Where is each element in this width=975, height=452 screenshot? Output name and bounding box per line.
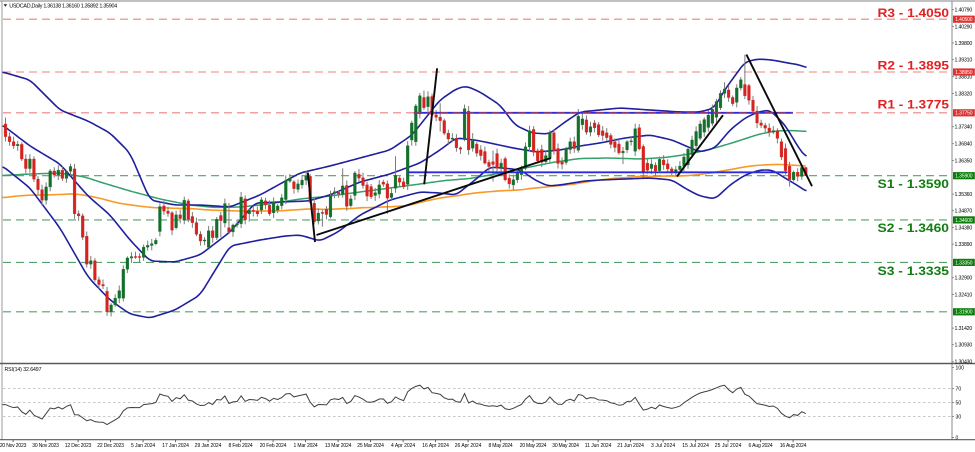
svg-text:R2 - 1.3895: R2 - 1.3895	[878, 61, 950, 73]
svg-text:50: 50	[956, 401, 962, 407]
svg-text:1.40290: 1.40290	[955, 24, 973, 30]
svg-text:5 Jan 2024: 5 Jan 2024	[131, 443, 155, 449]
svg-text:1.36350: 1.36350	[955, 158, 973, 164]
svg-text:R3 - 1.4050: R3 - 1.4050	[878, 8, 950, 20]
svg-text:20 May 2024: 20 May 2024	[520, 443, 547, 449]
svg-text:S2 - 1.3460: S2 - 1.3460	[878, 223, 950, 235]
svg-text:1 Mar 2024: 1 Mar 2024	[294, 443, 318, 449]
svg-text:RSI(14) 32.6497: RSI(14) 32.6497	[5, 367, 42, 373]
svg-text:17 Jan 2024: 17 Jan 2024	[162, 443, 189, 449]
svg-text:1.38950: 1.38950	[955, 70, 973, 76]
svg-text:1.31420: 1.31420	[955, 326, 973, 332]
svg-text:R1 - 1.3775: R1 - 1.3775	[878, 100, 950, 112]
svg-text:1.33890: 1.33890	[955, 242, 973, 248]
svg-text:20 Nov 2023: 20 Nov 2023	[0, 443, 27, 449]
svg-text:15 Jul 2024: 15 Jul 2024	[682, 443, 709, 449]
svg-text:8 Feb 2024: 8 Feb 2024	[229, 443, 253, 449]
svg-text:1.39800: 1.39800	[955, 41, 973, 47]
svg-text:1.40790: 1.40790	[955, 7, 973, 13]
svg-text:1.34870: 1.34870	[955, 209, 973, 215]
svg-text:4 Apr 2024: 4 Apr 2024	[391, 443, 415, 449]
svg-text:26 Apr 2024: 26 Apr 2024	[455, 443, 482, 449]
svg-text:1.32900: 1.32900	[955, 276, 973, 282]
svg-text:1.34600: 1.34600	[955, 218, 973, 224]
svg-text:20 Feb 2024: 20 Feb 2024	[260, 443, 287, 449]
svg-text:1.37750: 1.37750	[955, 111, 973, 117]
svg-text:1.38810: 1.38810	[955, 75, 973, 81]
svg-text:1.30430: 1.30430	[955, 360, 973, 366]
svg-text:25 Jul 2024: 25 Jul 2024	[715, 443, 742, 449]
svg-text:30 May 2024: 30 May 2024	[552, 443, 579, 449]
svg-text:0: 0	[956, 436, 959, 442]
svg-text:S1 - 1.3590: S1 - 1.3590	[878, 179, 950, 191]
svg-text:3 Jul 2024: 3 Jul 2024	[651, 443, 675, 449]
svg-text:70: 70	[956, 387, 962, 393]
svg-text:30 Nov 2023: 30 Nov 2023	[32, 443, 59, 449]
svg-text:16 Aug 2024: 16 Aug 2024	[780, 443, 807, 449]
svg-text:1.32410: 1.32410	[955, 292, 973, 298]
svg-text:1.34380: 1.34380	[955, 225, 973, 231]
svg-text:1.30930: 1.30930	[955, 343, 973, 349]
svg-text:1.33350: 1.33350	[955, 260, 973, 266]
svg-text:11 Jun 2024: 11 Jun 2024	[585, 443, 612, 449]
svg-text:8 May 2024: 8 May 2024	[489, 443, 513, 449]
svg-text:1.35900: 1.35900	[955, 174, 973, 180]
svg-text:13 Mar 2024: 13 Mar 2024	[325, 443, 352, 449]
svg-text:16 Apr 2024: 16 Apr 2024	[422, 443, 449, 449]
svg-text:30: 30	[956, 415, 962, 421]
svg-text:1.38320: 1.38320	[955, 91, 973, 97]
svg-text:S3 - 1.3335: S3 - 1.3335	[878, 266, 950, 278]
svg-text:1.40500: 1.40500	[955, 17, 973, 23]
svg-text:25 Mar 2024: 25 Mar 2024	[357, 443, 384, 449]
svg-text:1.31900: 1.31900	[955, 310, 973, 316]
svg-text:USDCAD,Daily 1.36138 1.36160: USDCAD,Daily 1.36138 1.36160 1.35892 1.3…	[9, 3, 117, 9]
svg-text:100: 100	[956, 366, 965, 372]
svg-text:6 Aug 2024: 6 Aug 2024	[749, 443, 773, 449]
svg-text:1.37340: 1.37340	[955, 125, 973, 131]
svg-text:1.35360: 1.35360	[955, 192, 973, 198]
svg-text:29 Jan 2024: 29 Jan 2024	[195, 443, 222, 449]
svg-text:1.36840: 1.36840	[955, 142, 973, 148]
svg-text:22 Dec 2023: 22 Dec 2023	[97, 443, 124, 449]
svg-text:12 Dec 2023: 12 Dec 2023	[65, 443, 92, 449]
svg-text:21 Jun 2024: 21 Jun 2024	[617, 443, 644, 449]
svg-text:1.39310: 1.39310	[955, 58, 973, 64]
